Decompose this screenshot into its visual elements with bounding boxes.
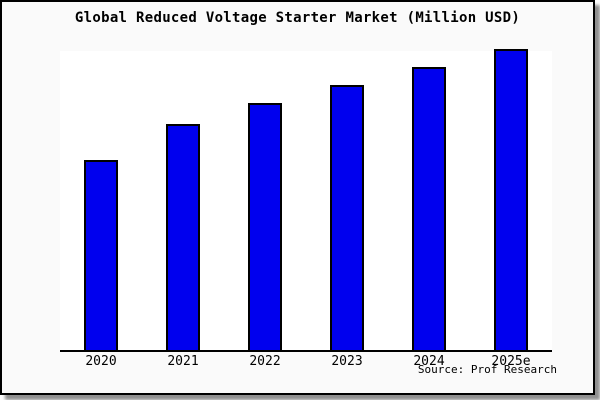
bar-slot-2020 (60, 51, 142, 350)
x-tick-label-2023: 2023 (331, 354, 363, 369)
plot-area (60, 49, 552, 352)
source-label: Source: Prof Research (417, 363, 557, 376)
x-tick-label-2021: 2021 (167, 354, 199, 369)
bar-slot-2024 (388, 51, 470, 350)
bar-2025e (494, 49, 528, 350)
bar-2023 (330, 84, 364, 350)
chart-frame: Global Reduced Voltage Starter Market (M… (0, 0, 595, 395)
x-tick-label-2020: 2020 (85, 354, 117, 369)
bar-2020 (84, 159, 118, 350)
bar-slot-2021 (142, 51, 224, 350)
x-tick-label-2025e: 2025e (491, 354, 531, 369)
bar-slot-2025e (470, 49, 552, 350)
x-tick-label-2024: 2024 (413, 354, 445, 369)
bar-slot-2022 (224, 51, 306, 350)
bar-2022 (248, 102, 282, 350)
bar-2021 (166, 123, 200, 350)
bar-slot-2023 (306, 51, 388, 350)
bars-container (60, 49, 552, 350)
x-tick-label-2022: 2022 (249, 354, 281, 369)
x-axis-labels: 2020 2021 2022 2023 2024 2025e (60, 354, 552, 369)
bar-2024 (412, 66, 446, 350)
chart-title: Global Reduced Voltage Starter Market (M… (74, 10, 521, 26)
